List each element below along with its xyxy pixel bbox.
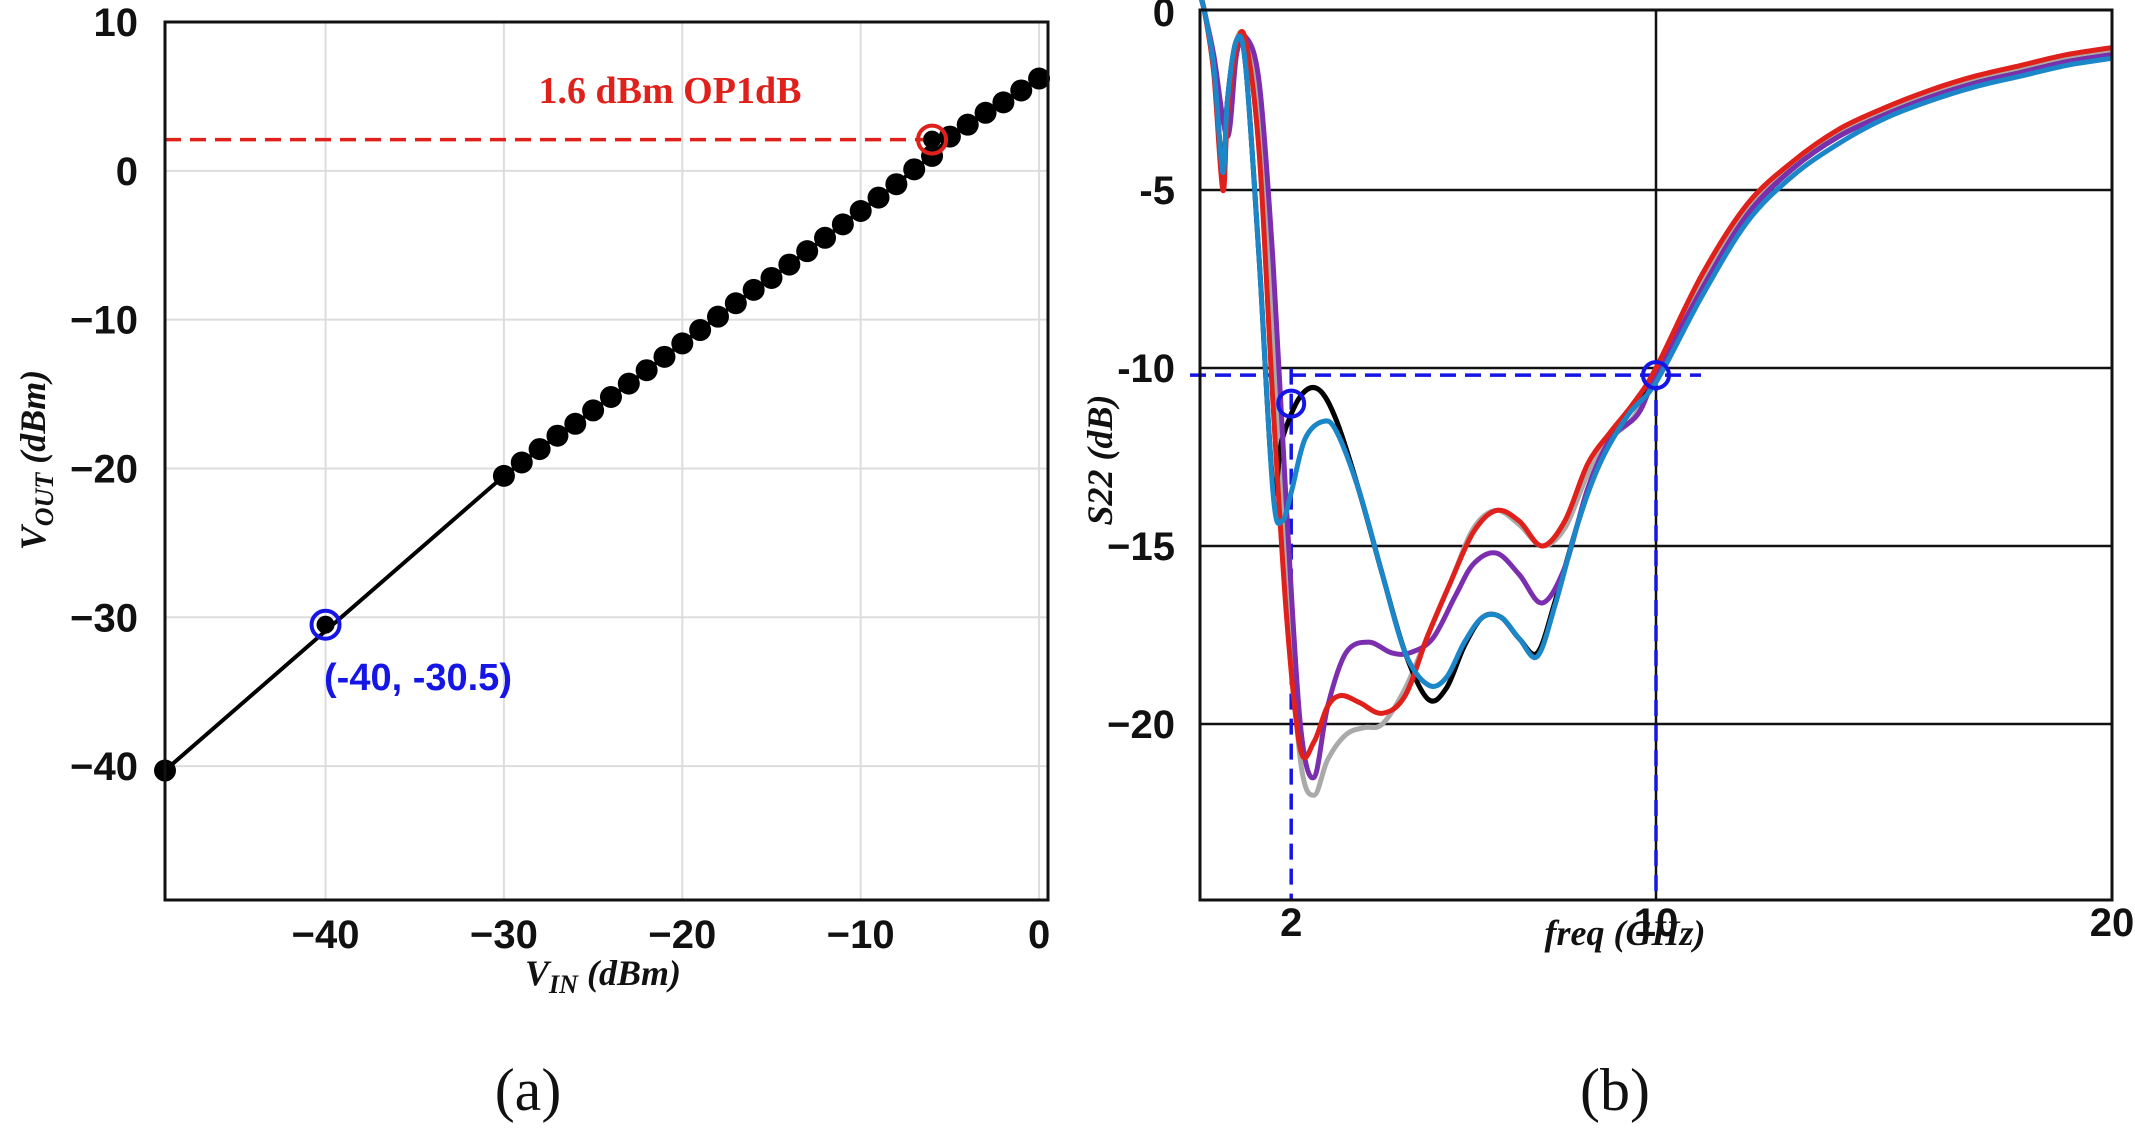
chart-a-data-point	[742, 278, 765, 301]
chart-a-highlight-point	[923, 130, 942, 149]
chart-a-y-tick-label: 10	[94, 1, 139, 45]
chart-a-data-point	[974, 101, 997, 124]
chart-b-x-label: freq (GHz)	[1545, 913, 1706, 953]
chart-a-data-point	[724, 292, 747, 315]
chart-a-x-label: VIN (dBm)	[525, 953, 681, 999]
chart-a-y-tick-label: −40	[70, 745, 138, 789]
chart-a-x-tick-label: −20	[648, 913, 716, 957]
chart-a-data-point	[617, 372, 640, 395]
chart-a-data-point	[760, 266, 783, 289]
chart-a-data-point	[867, 186, 890, 209]
chart-a-x-tick-label: −10	[827, 913, 895, 957]
chart-b-reference-lines	[1190, 368, 1701, 900]
chart-a-data-point	[671, 332, 694, 355]
chart-b-y-tick-label: -5	[1139, 169, 1175, 213]
chart-a-annotations: 1.6 dBm OP1dB (-40, -30.5)	[309, 70, 949, 699]
chart-a-x-ticks: −40 −30 −20 −10 0	[292, 913, 1051, 957]
chart-a-data-point	[653, 345, 676, 368]
chart-a-data-point	[831, 213, 854, 236]
chart-b-markers	[1276, 360, 1671, 419]
chart-a-y-tick-label: 0	[116, 150, 138, 194]
chart-a-data-point	[885, 173, 908, 196]
chart-a-annotation-label: 1.6 dBm OP1dB	[539, 70, 802, 112]
chart-a-frame	[163, 20, 1050, 902]
chart-b-frame	[1198, 8, 2114, 902]
chart-b-series	[1199, 0, 2113, 798]
chart-a-data-point	[1028, 67, 1051, 90]
chart-a-annotation-label: (-40, -30.5)	[324, 657, 512, 699]
chart-a-x-tick-label: −30	[470, 913, 538, 957]
chart-b-x-tick-label: 20	[2090, 901, 2135, 945]
chart-a-data-point	[956, 113, 979, 136]
chart-a-data-point	[528, 438, 551, 461]
chart-a-grid	[165, 21, 1048, 900]
chart-a-data-point	[564, 412, 587, 435]
chart-a-y-tick-label: −10	[70, 299, 138, 343]
chart-b-series-red	[1199, 0, 2113, 761]
caption-a: (a)	[495, 1057, 562, 1123]
chart-a-highlight-point	[316, 615, 335, 634]
chart-a-data-point	[492, 464, 515, 487]
chart-a-y-ticks: 10 0 −10 −20 −30 −40	[70, 1, 138, 789]
chart-a-series-line	[163, 76, 1041, 773]
chart-a-data-point	[689, 319, 712, 342]
chart-a-highlight-marker	[916, 123, 949, 156]
chart-a-y-tick-label: −20	[70, 447, 138, 491]
chart-b-highlight-marker	[1276, 388, 1307, 419]
chart-a-data-point	[814, 226, 837, 249]
chart-b: 2 10 20 0 -5 -10 −15 −20 freq (GHz) S22 (dB) (…	[1080, 0, 2134, 1123]
chart-b-y-tick-label: −20	[1107, 703, 1175, 747]
chart-a-data-point	[599, 386, 622, 409]
chart-b-x-tick-label: 10	[1634, 901, 1679, 945]
chart-a-data-point	[510, 451, 533, 474]
chart-b-y-label: S22 (dB)	[1080, 394, 1120, 525]
chart-b-x-ticks: 2 10 20	[1280, 901, 2134, 945]
chart-b-y-tick-label: 0	[1153, 0, 1175, 35]
chart-a-data-point	[849, 199, 872, 222]
chart-a-data-point	[903, 158, 926, 181]
chart-a-y-label: VOUT (dBm)	[13, 370, 59, 550]
caption-b: (b)	[1580, 1057, 1650, 1123]
chart-b-series-purple	[1199, 0, 2113, 781]
chart-a-data-point	[1010, 79, 1033, 102]
chart-b-y-tick-label: -10	[1117, 347, 1175, 391]
chart-b-highlight-marker	[1641, 360, 1671, 391]
chart-a-data-point	[635, 359, 658, 382]
chart-a-data-point	[706, 305, 729, 328]
chart-b-y-tick-label: −15	[1107, 525, 1175, 569]
chart-a-x-tick-label: 0	[1028, 913, 1050, 957]
chart-b-x-tick-label: 2	[1280, 901, 1302, 945]
chart-a-data-point	[778, 253, 801, 276]
chart-a-highlight-marker	[309, 608, 342, 641]
chart-b-y-ticks: 0 -5 -10 −15 −20	[1107, 0, 1175, 747]
chart-a-data-point	[546, 424, 569, 447]
chart-a-data-point	[796, 240, 819, 263]
chart-a-series	[154, 67, 1051, 782]
chart-b-series-blue	[1199, 0, 2113, 689]
chart-a: −40 −30 −20 −10 0 10 0 −10 −20 −30 −40 1.6 dBm OP…	[13, 1, 1050, 1123]
chart-a-data-point	[992, 91, 1015, 114]
chart-a-x-tick-label: −40	[292, 913, 360, 957]
chart-a-data-point	[582, 399, 605, 422]
chart-a-y-tick-label: −30	[70, 596, 138, 640]
